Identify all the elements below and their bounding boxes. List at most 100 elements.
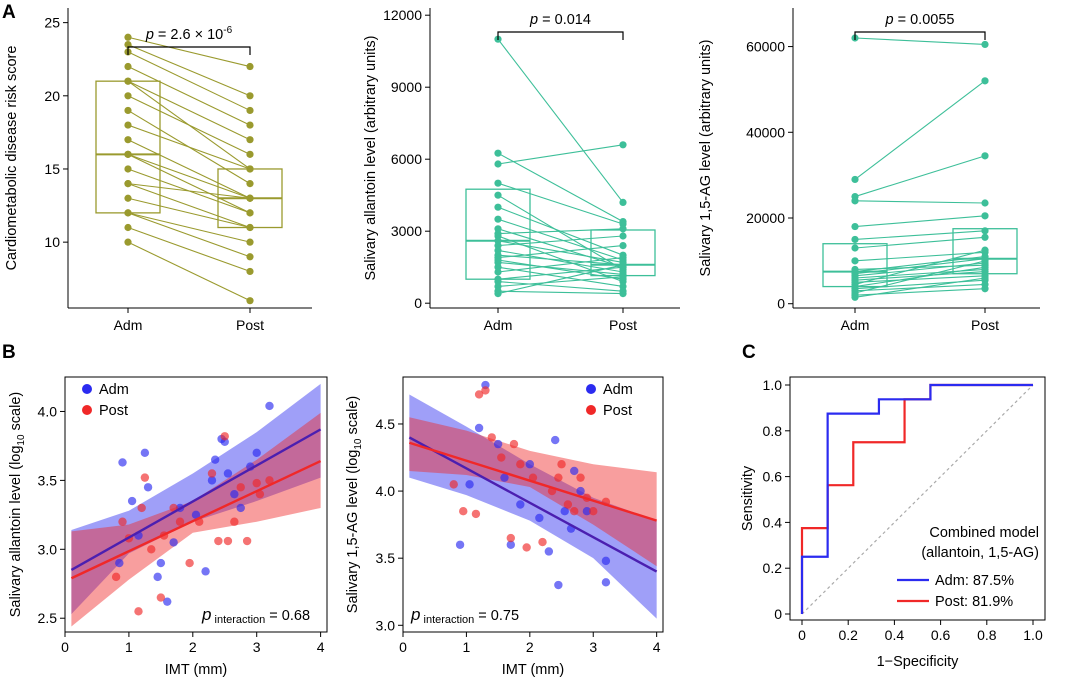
pair-line <box>127 226 251 272</box>
y-tick-label: 3.5 <box>376 550 396 566</box>
point-adm <box>851 244 859 252</box>
point-post <box>619 232 627 240</box>
point-post <box>589 507 598 516</box>
y-tick-label: 10 <box>44 234 60 250</box>
x-tick-label: Adm <box>484 317 513 333</box>
x-tick-label: Post <box>609 317 637 333</box>
pair-line <box>497 228 624 235</box>
chart-A1: 10 15 20 25 Adm Post Cardiometabolic disease r… <box>4 8 312 333</box>
x-tick-label: 2 <box>526 639 534 655</box>
legend-marker-post <box>586 405 596 415</box>
point-adm <box>494 215 502 223</box>
point-post <box>118 517 127 526</box>
point-adm <box>474 423 484 433</box>
y-axis-label: Cardiometabolic disease risk score <box>4 46 20 271</box>
y-tick-label: 4.0 <box>376 483 396 499</box>
point-adm <box>163 597 172 606</box>
point-adm <box>494 203 502 211</box>
pair-line <box>497 266 624 287</box>
point-adm <box>465 480 474 489</box>
point-post <box>134 607 143 616</box>
pair-line <box>854 256 986 273</box>
point-post <box>137 503 146 513</box>
point-adm <box>252 448 261 458</box>
pair-line <box>854 230 986 240</box>
point-post <box>246 297 254 305</box>
point-post <box>619 254 627 262</box>
plot-frame <box>789 376 1046 621</box>
y-tick-label: 20000 <box>746 210 785 226</box>
point-post <box>981 233 989 241</box>
pair-line <box>127 212 251 258</box>
point-post <box>538 537 547 547</box>
y-tick-label: 0.6 <box>763 469 783 485</box>
legend-marker-adm <box>586 384 596 394</box>
point-adm <box>500 473 509 482</box>
y-tick-label: 60000 <box>746 39 785 55</box>
pair-line <box>497 264 624 295</box>
point-adm <box>124 194 132 202</box>
x-axis-label: IMT (mm) <box>165 662 228 677</box>
point-adm <box>851 222 859 231</box>
point-post <box>252 478 261 488</box>
pair-line <box>497 281 624 292</box>
pair-line <box>127 51 251 111</box>
pair-line <box>854 37 986 45</box>
y-tick-label: 0 <box>777 296 785 312</box>
point-adm <box>851 197 859 205</box>
legend-marker-adm <box>82 384 92 394</box>
point-adm <box>124 150 132 158</box>
y-tick-label: 1.0 <box>763 377 783 393</box>
diagonal-reference-line <box>801 384 1034 615</box>
y-tick-label: 0.4 <box>763 514 783 530</box>
point-adm <box>230 489 239 499</box>
y-tick-label: 12000 <box>383 7 422 23</box>
significance-bracket <box>497 31 624 40</box>
legend-label-post: Post <box>99 403 128 419</box>
point-adm <box>118 458 127 467</box>
point-adm <box>851 293 859 301</box>
point-post <box>481 386 490 395</box>
x-tick-label: 1 <box>125 639 133 655</box>
pair-line <box>854 260 986 294</box>
point-post <box>223 536 233 546</box>
pair-line <box>854 236 986 249</box>
pair-line <box>854 215 986 228</box>
point-post <box>147 545 156 554</box>
annotation-line-2: (allantoin, 1,5-AG) <box>921 545 1039 561</box>
y-tick-label: 3.0 <box>38 541 58 557</box>
point-post <box>509 439 519 449</box>
point-adm <box>124 165 132 173</box>
point-adm <box>265 401 274 411</box>
point-adm <box>223 469 233 478</box>
x-tick-label: 0.2 <box>838 627 858 643</box>
point-adm <box>494 191 502 199</box>
point-post <box>185 558 194 568</box>
point-post <box>981 40 989 49</box>
legend-label-post: Post <box>603 403 632 419</box>
regression-line-post <box>408 441 658 522</box>
point-adm <box>124 40 132 49</box>
y-axis-label: Salivary 1,5-AG level (arbitrary units) <box>698 40 714 277</box>
point-adm <box>124 62 132 71</box>
point-post <box>487 433 496 442</box>
y-axis-label: Salivary allantoin level (log10 scale) <box>8 392 27 618</box>
point-post <box>236 483 245 492</box>
point-adm <box>140 448 150 458</box>
pair-line <box>854 155 986 198</box>
point-post <box>619 198 627 206</box>
pair-line <box>497 261 624 275</box>
point-adm <box>516 500 525 509</box>
point-post <box>207 469 217 478</box>
pair-line <box>497 254 624 266</box>
point-adm <box>124 121 132 129</box>
point-post <box>497 453 506 462</box>
point-post <box>111 572 121 582</box>
point-post <box>474 390 484 399</box>
point-adm <box>494 179 502 187</box>
y-tick-label: 4.5 <box>376 416 396 432</box>
x-axis-label: 1−Specificity <box>877 654 960 670</box>
point-adm <box>550 435 560 445</box>
point-post <box>242 536 252 546</box>
point-adm <box>127 496 137 506</box>
